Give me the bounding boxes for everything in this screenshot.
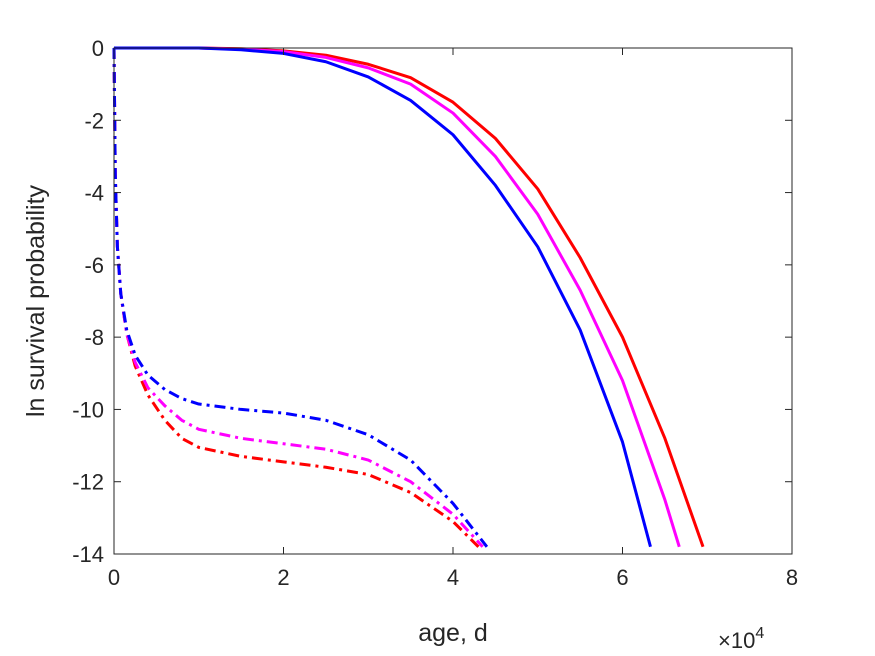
x-multiplier-exponent: 4 xyxy=(755,625,764,642)
series-line-6 xyxy=(112,47,489,548)
y-tick-label: -8 xyxy=(84,325,104,350)
plot-background xyxy=(114,48,792,554)
y-tick-label: -4 xyxy=(84,181,104,206)
series-line-3 xyxy=(114,46,652,548)
x-tick-label: 4 xyxy=(447,565,459,590)
y-tick-label: -12 xyxy=(72,470,104,495)
x-axis-label: age, d xyxy=(418,619,488,647)
y-tick-label: -2 xyxy=(84,108,104,133)
y-tick-label: -6 xyxy=(84,253,104,278)
x-multiplier-base: ×10 xyxy=(718,628,755,653)
y-tick-label: 0 xyxy=(92,36,104,61)
tick-layer: 0 2 4 6 8 0 -2 -4 -6 -8 -10 -12 -14 xyxy=(72,36,798,590)
y-axis-label: ln survival probability xyxy=(22,184,50,417)
y-tick-label: -10 xyxy=(72,397,104,422)
x-tick-label: 2 xyxy=(277,565,289,590)
x-multiplier-label: ×104 xyxy=(718,625,764,653)
x-tick-label: 8 xyxy=(786,565,798,590)
x-tick-label: 6 xyxy=(616,565,628,590)
y-tick-label: -14 xyxy=(72,542,104,567)
series-line-5 xyxy=(112,47,484,548)
series-layer xyxy=(112,46,705,548)
x-tick-label: 0 xyxy=(108,565,120,590)
